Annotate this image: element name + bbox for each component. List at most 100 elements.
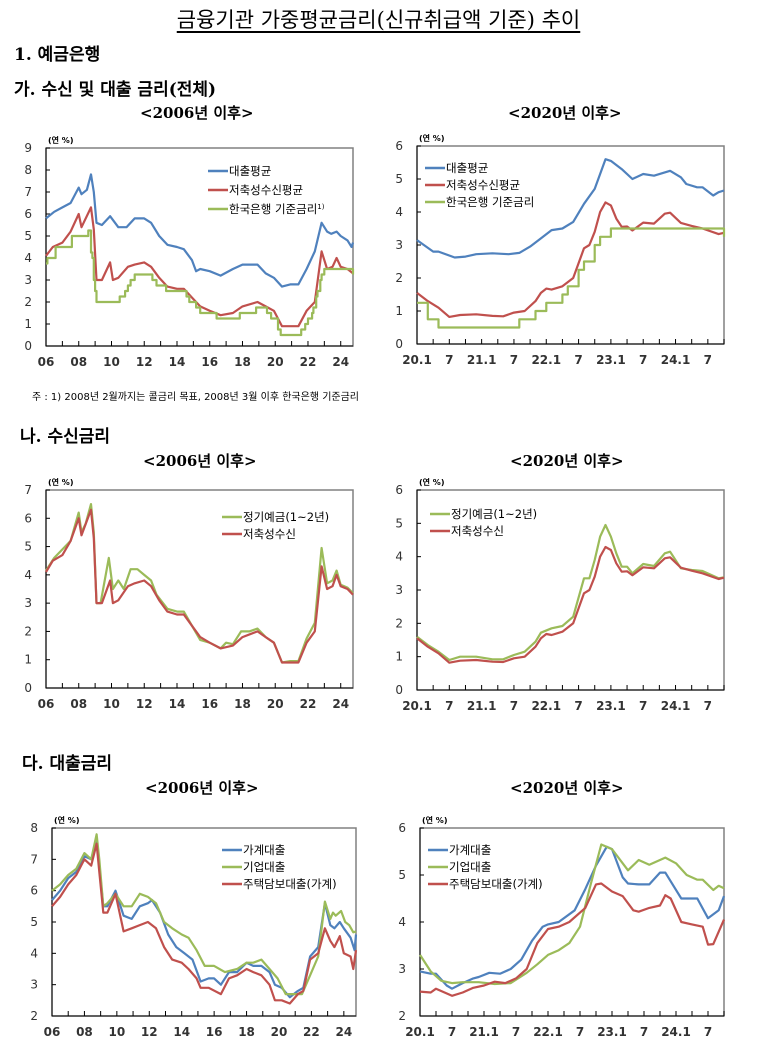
- x-tick-label: 24: [332, 355, 349, 369]
- y-tick-label: 0: [395, 683, 403, 697]
- y-tick-label: 6: [398, 821, 406, 835]
- y-tick-label: 2: [395, 271, 403, 285]
- x-tick-label: 06: [38, 697, 55, 711]
- legend-label: 가계대출: [449, 843, 491, 857]
- y-tick-label: 2: [395, 616, 403, 630]
- series-line-3: [46, 229, 355, 337]
- series-line-1: [416, 158, 725, 259]
- x-tick-label: 16: [201, 697, 218, 711]
- x-tick-label: 7: [512, 1025, 520, 1039]
- section-heading-deposit-banks: 1. 예금은행: [14, 45, 101, 65]
- series-line-2: [45, 508, 354, 664]
- x-tick-label: 22: [300, 355, 317, 369]
- x-tick-label: 12: [136, 697, 153, 711]
- x-tick-label: 7: [640, 1025, 648, 1039]
- y-tick-label: 5: [24, 540, 32, 554]
- y-tick-label: 3: [398, 962, 406, 976]
- x-tick-label: 22.1: [531, 699, 561, 713]
- y-tick-label: 2: [398, 1009, 406, 1023]
- y-tick-label: 3: [395, 238, 403, 252]
- series-line-1: [416, 523, 725, 662]
- y-tick-label: 4: [24, 568, 32, 582]
- y-tick-label: 6: [30, 884, 38, 898]
- x-tick-label: 06: [38, 355, 55, 369]
- chart-subtitle-since-2006: <2006년 이후>: [143, 452, 257, 470]
- x-tick-label: 10: [109, 1025, 126, 1039]
- section-heading-overall-rates: 가. 수신 및 대출 금리(전체): [14, 80, 217, 100]
- section-heading-loan-rates: 다. 대출금리: [22, 754, 113, 774]
- series-line-3: [419, 882, 726, 997]
- series-line-3: [51, 842, 358, 1005]
- series-line-2: [416, 201, 725, 318]
- x-tick-label: 22.1: [531, 353, 561, 367]
- legend-label: 대출평균: [229, 164, 271, 178]
- legend-label: 저축성수신평균: [446, 178, 520, 192]
- chart-5: 2 3 4 5 6 7 8 06 08 10 12 14 16 18 20 22 24 (연 %) 가계대출기업대출…: [30, 815, 358, 1039]
- y-tick-label: 6: [395, 483, 403, 497]
- y-tick-label: 1: [24, 317, 32, 331]
- y-tick-label: 1: [24, 653, 32, 667]
- series-line-2: [419, 843, 725, 986]
- y-tick-label: 6: [395, 139, 403, 153]
- legend-label: 저축성수신: [243, 527, 296, 541]
- chart-2: 0 1 2 3 4 5 6 20.1 7 21.1 7 22.1 7 23.1 7 24.1 7 (연 %) 대출평…: [395, 133, 726, 367]
- legend-label: 저축성수신: [451, 524, 504, 538]
- x-tick-label: 7: [445, 353, 453, 367]
- x-tick-label: 7: [704, 699, 712, 713]
- y-tick-label: 0: [24, 339, 32, 353]
- x-tick-label: 18: [234, 355, 251, 369]
- y-tick-label: 5: [398, 868, 406, 882]
- document-title: 금융기관 가중평균금리(신규취급액 기준) 추이: [176, 8, 581, 32]
- x-tick-label: 20: [271, 1025, 288, 1039]
- x-tick-label: 23.1: [596, 699, 626, 713]
- series-line-2: [51, 833, 357, 996]
- y-tick-label: 4: [30, 946, 38, 960]
- x-tick-label: 22.1: [533, 1025, 563, 1039]
- x-tick-label: 7: [448, 1025, 456, 1039]
- legend-footnote-mark: 1): [317, 203, 324, 211]
- x-tick-label: 14: [173, 1025, 190, 1039]
- x-tick-label: 24.1: [661, 1025, 691, 1039]
- y-tick-label: 5: [30, 915, 38, 929]
- x-tick-label: 14: [169, 355, 186, 369]
- x-tick-label: 21.1: [469, 1025, 499, 1039]
- y-tick-label: 7: [30, 852, 38, 866]
- x-tick-label: 20.1: [402, 699, 432, 713]
- series-line-2: [416, 545, 725, 664]
- x-tick-label: 7: [510, 353, 518, 367]
- x-tick-label: 7: [639, 353, 647, 367]
- x-tick-label: 7: [576, 1025, 584, 1039]
- y-tick-label: 4: [24, 251, 32, 265]
- y-tick-label: 4: [398, 915, 406, 929]
- y-tick-label: 3: [30, 978, 38, 992]
- y-tick-label: 7: [24, 185, 32, 199]
- legend-label: 정기예금(1~2년): [243, 510, 329, 524]
- x-tick-label: 7: [445, 699, 453, 713]
- x-tick-label: 12: [136, 355, 153, 369]
- chart-subtitle-since-2006: <2006년 이후>: [145, 779, 259, 797]
- chart-4: 0 1 2 3 4 5 6 20.1 7 21.1 7 22.1 7 23.1 7 24.1 7 (연 %) 정기예…: [395, 477, 725, 713]
- footnote: 주 : 1) 2008년 2월까지는 콜금리 목표, 2008년 3월 이후 한…: [32, 392, 360, 403]
- x-tick-label: 23.1: [597, 1025, 627, 1039]
- x-tick-label: 16: [201, 355, 218, 369]
- x-tick-label: 7: [574, 699, 582, 713]
- y-tick-label: 0: [395, 337, 403, 351]
- chart-6: 2 3 4 5 6 20.1 7 21.1 7 22.1 7 23.1 7 24.1 7 (연 %) 가계대출기…: [398, 815, 726, 1039]
- y-tick-label: 0: [24, 681, 32, 695]
- x-tick-label: 06: [44, 1025, 61, 1039]
- legend-label: 한국은행 기준금리1): [229, 202, 325, 216]
- y-unit-label: (연 %): [48, 135, 73, 145]
- x-tick-label: 16: [206, 1025, 223, 1039]
- legend-label: 주택담보대출(가계): [243, 877, 337, 891]
- y-tick-label: 5: [24, 229, 32, 243]
- x-tick-label: 7: [704, 1025, 712, 1039]
- y-tick-label: 2: [24, 624, 32, 638]
- x-tick-label: 21.1: [467, 699, 497, 713]
- x-tick-label: 12: [141, 1025, 158, 1039]
- legend-label: 정기예금(1~2년): [451, 507, 537, 521]
- x-tick-label: 24: [335, 1025, 352, 1039]
- x-tick-label: 7: [510, 699, 518, 713]
- y-tick-label: 8: [30, 821, 38, 835]
